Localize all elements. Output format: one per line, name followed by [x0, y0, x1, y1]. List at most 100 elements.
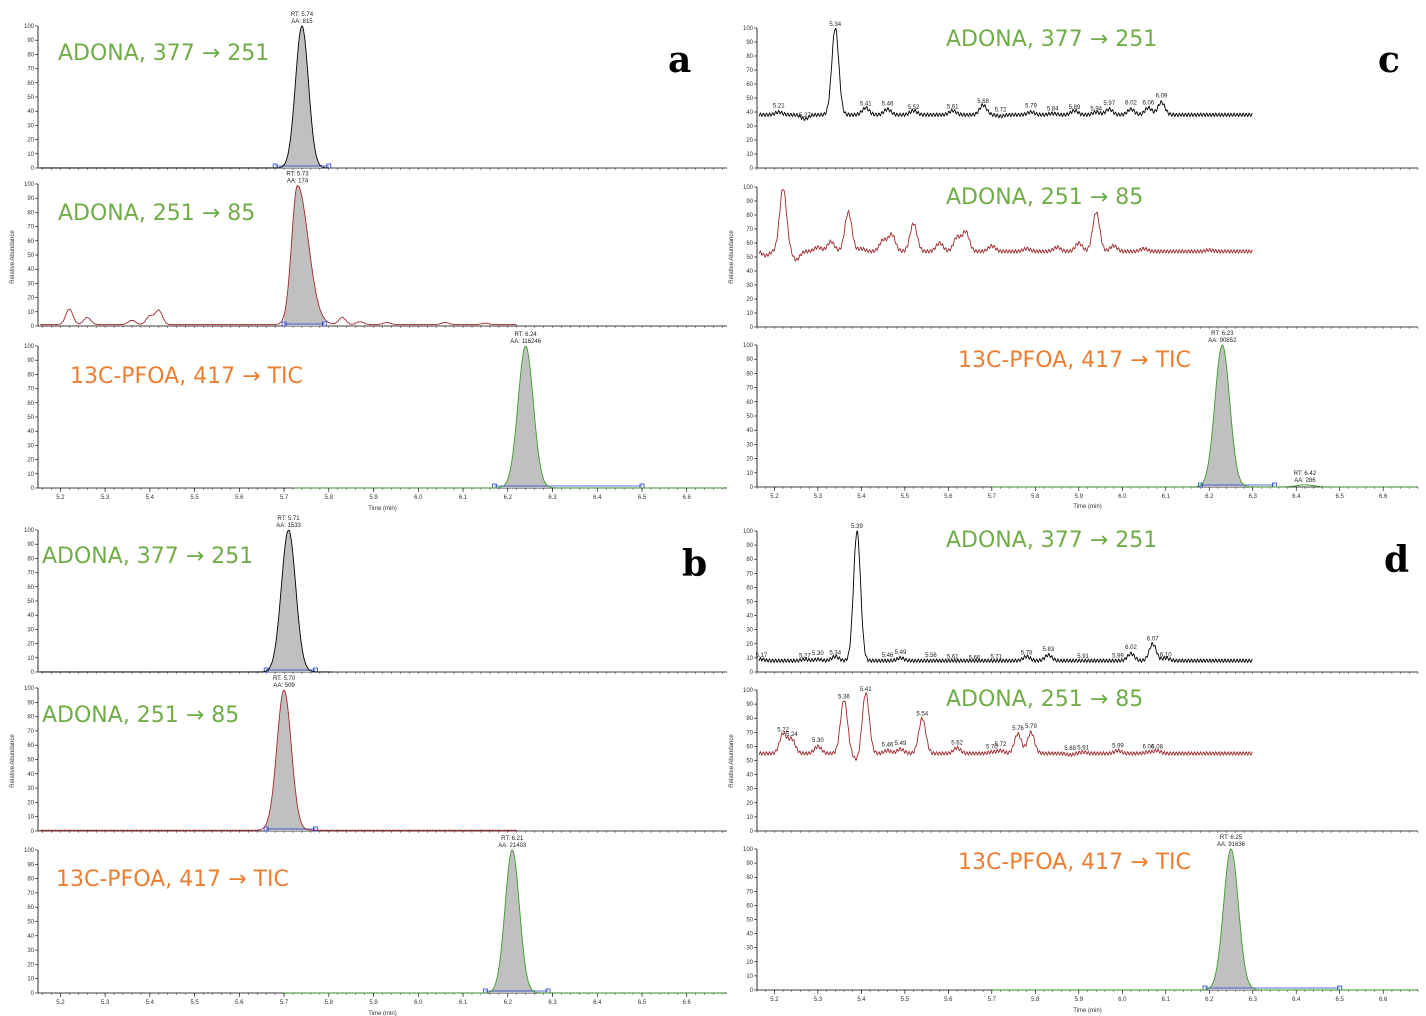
y-tick-label: 60: [746, 585, 753, 591]
peak-label: AA: 21403: [498, 843, 527, 849]
y-tick-label: 60: [746, 903, 753, 909]
y-tick-label: 50: [746, 255, 753, 261]
panel-label: d: [1384, 539, 1410, 581]
x-tick-label: 5.9: [369, 495, 378, 501]
y-tick-label: 30: [27, 786, 34, 792]
y-tick-label: 90: [746, 199, 753, 205]
y-tick-label: 20: [746, 960, 753, 966]
x-tick-label: 5.8: [1031, 494, 1040, 500]
y-tick-label: 90: [746, 40, 753, 46]
subplot-c-1: 0 10 20 30 40 50 60 70 80 90 100 5.34 5.21 5.27 5.41 5.…: [743, 22, 1419, 172]
y-tick-label: 100: [24, 344, 35, 350]
y-tick-label: 80: [746, 716, 753, 722]
y-tick-label: 20: [27, 138, 34, 144]
y-tick-label: 40: [746, 932, 753, 938]
peak-label: RT: 5.70: [273, 676, 296, 682]
y-tick-label: 40: [27, 613, 34, 619]
y-tick-label: 0: [750, 988, 754, 994]
y-tick-label: 30: [746, 628, 753, 634]
y-tick-label: 10: [746, 815, 753, 821]
peak-label: AA: 91636: [1217, 842, 1246, 848]
x-tick-label: 5.7: [988, 997, 997, 1003]
y-tick-label: 50: [27, 95, 34, 101]
y-tick-label: 40: [27, 934, 34, 940]
integration-marker: [263, 826, 269, 832]
y-tick-label: 0: [31, 829, 35, 835]
y-tick-label: 40: [746, 773, 753, 779]
peak-label: 5.89: [1069, 105, 1081, 111]
integration-marker: [321, 321, 327, 327]
y-tick-label: 90: [746, 357, 753, 363]
y-tick-label: 20: [27, 296, 34, 302]
x-tick-label: 5.7: [988, 494, 997, 500]
y-tick-label: 80: [746, 54, 753, 60]
peak-area: [266, 530, 316, 672]
x-tick-label: 6.5: [1336, 997, 1345, 1003]
peak-label: 5.46: [882, 653, 894, 659]
y-tick-label: 40: [27, 267, 34, 273]
x-tick-label: 5.6: [944, 494, 953, 500]
y-tick-label: 40: [746, 614, 753, 620]
x-tick-label: 5.8: [1031, 997, 1040, 1003]
subplot-c-2: 0 10 20 30 40 50 60 70 80 90 100: [743, 185, 1419, 331]
transition-annotation: ADONA, 251 → 85: [946, 185, 1144, 210]
y-tick-label: 90: [27, 700, 34, 706]
x-tick-label: 6.3: [1249, 997, 1258, 1003]
y-tick-label: 50: [746, 414, 753, 420]
peak-label: 5.62: [951, 741, 963, 747]
x-tick-label: 6.2: [1205, 997, 1214, 1003]
y-tick-label: 60: [27, 905, 34, 911]
peak-area: [485, 850, 549, 993]
y-tick-label: 30: [746, 946, 753, 952]
x-tick-label: 5.2: [56, 1000, 65, 1006]
y-tick-label: 70: [746, 730, 753, 736]
peak-label: 5.52: [908, 105, 920, 111]
peak-label: 5.21: [773, 103, 785, 109]
peak-label: 6.06: [1143, 745, 1155, 751]
peak-area: [1200, 345, 1275, 487]
y-tick-label: 70: [746, 227, 753, 233]
x-tick-label: 6.0: [1118, 494, 1127, 500]
peak-area: [266, 690, 316, 831]
peak-label: 5.54: [916, 712, 928, 718]
peak-label: 6.10: [1160, 653, 1172, 659]
peak-label: AA: 815: [291, 19, 313, 25]
transition-annotation: ADONA, 377 → 251: [58, 41, 270, 66]
peak-label: 5.71: [990, 655, 1002, 661]
y-tick-label: 100: [24, 848, 35, 854]
integration-marker: [326, 163, 332, 169]
x-tick-label: 5.3: [814, 997, 823, 1003]
x-tick-label: 6.4: [593, 1000, 602, 1006]
peak-label: 5.46: [882, 101, 894, 107]
peak-area: [1204, 849, 1340, 990]
y-tick-label: 100: [24, 528, 35, 534]
x-tick-label: 6.5: [1336, 494, 1345, 500]
y-tick-label: 10: [27, 656, 34, 662]
peak-label: 5.34: [829, 650, 841, 656]
x-tick-label: 5.4: [146, 495, 155, 501]
x-tick-label: 5.6: [944, 997, 953, 1003]
peak-label: RT: 6.23: [1211, 331, 1234, 337]
peak-label: 5.97: [1103, 101, 1115, 107]
peak-area: [275, 26, 329, 168]
x-tick-label: 5.6: [235, 495, 244, 501]
peak-label: RT: 6.42: [1294, 471, 1317, 477]
y-tick-label: 70: [27, 387, 34, 393]
y-tick-label: 10: [746, 152, 753, 158]
x-tick-label: 5.4: [146, 1000, 155, 1006]
x-tick-label: 6.3: [548, 1000, 557, 1006]
transition-annotation: ADONA, 251 → 85: [58, 201, 256, 226]
peak-label: 5.39: [851, 524, 863, 530]
y-tick-label: 0: [31, 166, 35, 172]
x-tick-label: 6.1: [459, 1000, 468, 1006]
y-tick-label: 0: [750, 325, 754, 331]
x-tick-label: 6.6: [1379, 494, 1388, 500]
y-tick-label: 80: [746, 213, 753, 219]
transition-annotation: ADONA, 377 → 251: [946, 27, 1158, 52]
y-tick-label: 30: [746, 787, 753, 793]
integration-marker: [1198, 482, 1203, 488]
peak-label: AA: 286: [1294, 478, 1316, 484]
